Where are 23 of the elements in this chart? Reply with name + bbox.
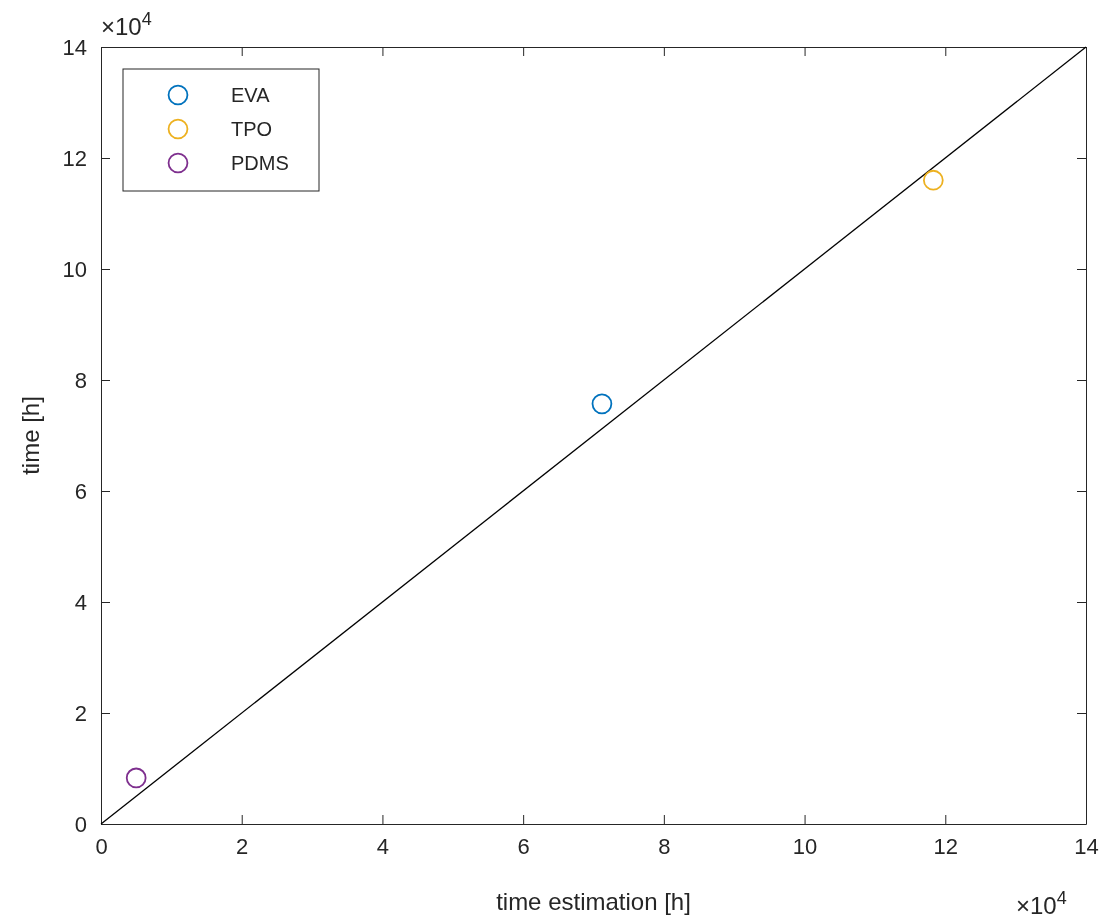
- legend-label: EVA: [231, 84, 271, 106]
- y-tick-label: 14: [62, 34, 87, 60]
- legend-label: TPO: [231, 118, 273, 140]
- x-tick-label: 14: [1074, 833, 1099, 859]
- y-axis-title: time [h]: [17, 396, 44, 475]
- x-tick-label: 2: [236, 833, 249, 859]
- x-tick-label: 0: [95, 833, 108, 859]
- x-tick-label: 12: [933, 833, 959, 859]
- y-tick-label: 12: [62, 145, 87, 171]
- y-tick-label: 8: [74, 367, 87, 393]
- x-tick-label: 4: [376, 833, 390, 859]
- x-tick-label: 6: [517, 833, 530, 859]
- x-tick-label: 10: [792, 833, 818, 859]
- y-tick-label: 4: [74, 589, 87, 615]
- y-tick-label: 10: [62, 256, 87, 282]
- y-tick-label: 0: [74, 811, 87, 837]
- text: ×10$^{4}$: [101, 9, 152, 40]
- x-tick-label: 8: [658, 833, 671, 859]
- text: ×10$^{4}$: [1016, 888, 1067, 919]
- y-tick-label: 6: [74, 478, 87, 504]
- legend-label: PDMS: [231, 152, 289, 174]
- y-tick-label: 2: [74, 700, 87, 726]
- x-axis-title: time estimation [h]: [496, 888, 691, 915]
